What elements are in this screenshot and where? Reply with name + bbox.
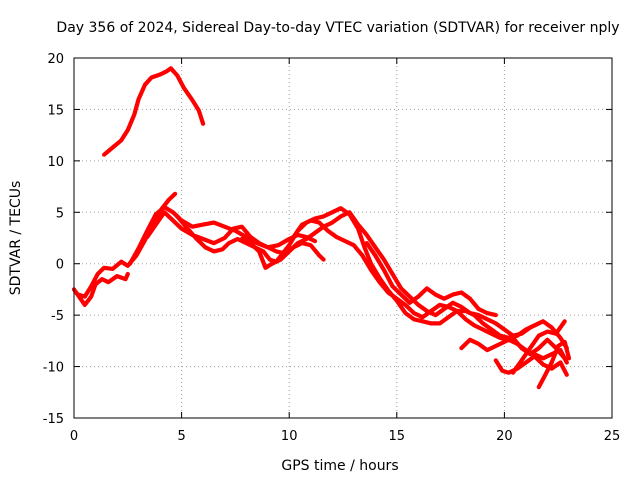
series-line-arc-8 [291, 218, 569, 351]
y-tick-label: 0 [56, 258, 64, 273]
series-line-arc-4 [127, 205, 318, 266]
y-tick-label: -15 [43, 412, 64, 427]
series-line-arc-2 [71, 271, 130, 307]
series-line-arc-11 [493, 354, 569, 377]
y-tick-label: -10 [43, 361, 64, 376]
x-tick-label: 0 [70, 429, 78, 444]
y-tick-label: 10 [47, 155, 64, 170]
series-line-arc-7 [239, 210, 541, 338]
series-line-arc-9 [364, 241, 498, 318]
x-tick-label: 5 [177, 429, 185, 444]
x-tick-label: 20 [496, 429, 513, 444]
series-group [71, 66, 572, 390]
x-axis-ticks: 0 5 10 15 20 25 [70, 58, 620, 444]
y-axis-label: SDTVAR / TECUs [8, 181, 24, 296]
chart-title: Day 356 of 2024, Sidereal Day-to-day VTE… [56, 20, 619, 36]
y-tick-label: -5 [51, 309, 64, 324]
y-tick-label: 5 [56, 206, 64, 221]
plot-frame [73, 57, 613, 419]
y-tick-label: 15 [47, 103, 64, 118]
series-line-arc-1 [102, 66, 206, 157]
series-line-arc-13 [536, 339, 572, 390]
y-axis-ticks: -15 -10 -5 0 5 10 15 20 [43, 52, 612, 427]
series-line-arc-12 [510, 319, 567, 375]
x-tick-label: 15 [389, 429, 406, 444]
x-tick-label: 25 [604, 429, 621, 444]
y-tick-label: 20 [47, 52, 64, 67]
series-line-arc-10 [459, 335, 567, 361]
x-axis-label: GPS time / hours [281, 458, 398, 474]
x-tick-label: 10 [281, 429, 298, 444]
